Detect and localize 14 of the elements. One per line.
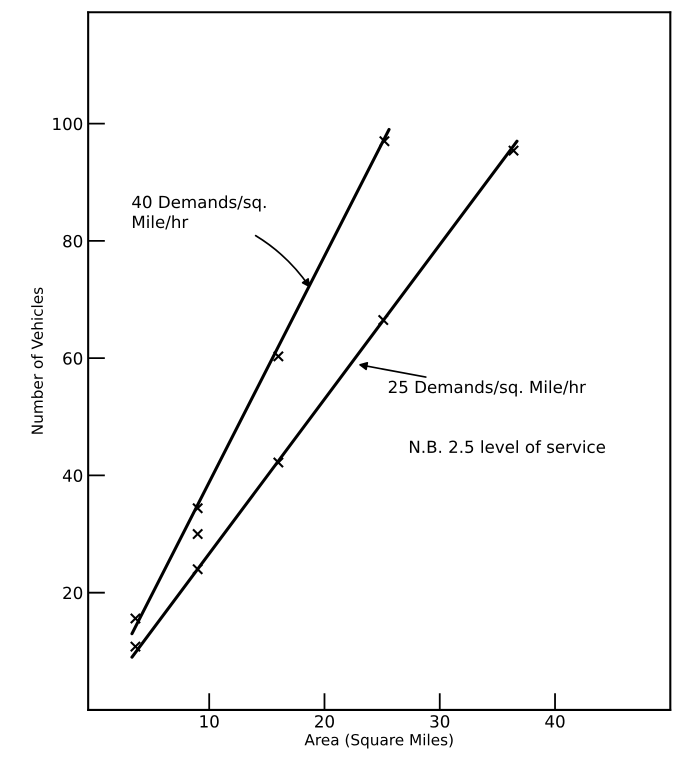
y-tick-label: 40 <box>62 469 82 482</box>
y-tick-label: 80 <box>63 234 82 248</box>
y-tick-label: 60 <box>63 352 82 365</box>
x-tick-label: 40 <box>545 715 565 728</box>
x-tick-label: 20 <box>315 715 334 728</box>
annotation: 40 Demands/sq. Mile/hr <box>132 195 266 230</box>
y-tick-label: 20 <box>63 586 82 600</box>
x-tick-label: 10 <box>200 715 219 728</box>
x-tick-label: 30 <box>430 715 450 728</box>
annotation: N.B. 2.5 level of service <box>410 440 606 454</box>
x-axis-title: Area (Square Miles) <box>304 734 453 748</box>
y-axis-title: Number of Vehicles <box>31 288 43 434</box>
y-tick-label: 100 <box>53 118 82 130</box>
annotation: 25 Demands/sq. Mile/hr <box>388 380 586 396</box>
